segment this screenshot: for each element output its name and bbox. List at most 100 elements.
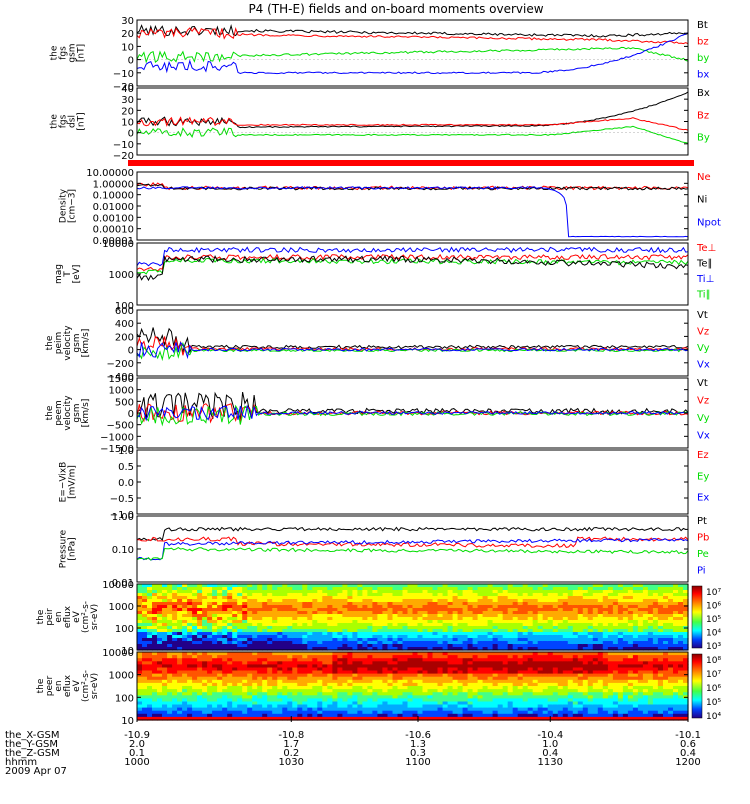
legend-entry: Vy (697, 343, 710, 354)
y-tick-label: 30 (121, 95, 134, 106)
legend-entry: Bz (697, 110, 709, 121)
y-tick-label: 200 (115, 332, 134, 343)
legend-entry: Ne (697, 172, 711, 183)
y-tick-label: 600 (115, 306, 134, 317)
y-tick-label: 10.00000 (86, 168, 134, 179)
legend-entry: Ex (697, 493, 709, 504)
spectrogram-cells (137, 584, 689, 651)
y-tick-label: 0.01000 (93, 202, 134, 213)
legend-entry: Vy (697, 413, 710, 424)
y-tick-label: 0 (128, 56, 134, 67)
y-tick-label: −0.5 (110, 494, 134, 505)
y-tick-label: 1.00000 (93, 179, 134, 190)
panel-frame (137, 20, 688, 86)
y-axis-label: [cm−3] (68, 189, 78, 223)
trace-temperature-black (137, 256, 688, 280)
legend-entry: Te∥ (696, 259, 713, 270)
y-tick-label: 0 (128, 409, 134, 420)
y-tick-label: 1500 (109, 374, 134, 385)
y-tick-label: 0.10000 (93, 191, 134, 202)
y-axis-label: [nT] (77, 44, 87, 62)
trace-fgs-gsm-green (137, 47, 688, 62)
legend-entry: Vt (697, 378, 708, 389)
y-tick-label: 0 (128, 346, 134, 357)
legend-entry: Vt (697, 310, 708, 321)
y-tick-label: 0.5 (118, 462, 134, 473)
y-axis-label: [km/s] (81, 399, 91, 428)
legend-entry: Ez (697, 450, 709, 461)
legend-entry: Vx (697, 360, 710, 371)
y-tick-label: 10000 (102, 239, 134, 250)
legend-entry: Bx (697, 88, 710, 99)
panel-frame (137, 450, 688, 514)
y-tick-label: 0.00010 (93, 225, 134, 236)
y-tick-label: 0 (128, 129, 134, 140)
y-axis-label: [nPa] (68, 537, 78, 560)
trace-fgs-dsl-green (137, 126, 688, 143)
y-tick-label: −1000 (100, 432, 134, 443)
y-tick-label: −10 (113, 140, 134, 151)
y-tick-label: 1.00 (112, 512, 134, 523)
y-tick-label: 500 (115, 397, 134, 408)
y-axis-label: [km/s] (81, 329, 91, 358)
y-tick-label: −200 (107, 359, 134, 370)
legend-entry: Bt (697, 20, 708, 31)
trace-pressure-black (137, 528, 688, 541)
y-axis-label: sr-eV) (90, 604, 100, 630)
legend-entry: Pt (697, 516, 707, 527)
legend-entry: Ni (697, 195, 707, 206)
legend-entry: Vz (697, 396, 709, 407)
y-tick-label: 0.0 (118, 478, 134, 489)
colorbar-tick-label: 10³ (706, 642, 721, 652)
y-tick-label: −500 (107, 421, 134, 432)
chart-title: P4 (TH-E) fields and on-board moments ov… (248, 2, 543, 16)
y-tick-label: −10 (113, 69, 134, 80)
panel-frame (137, 88, 688, 155)
y-tick-label: 1.0 (118, 446, 134, 457)
trace-fgs-dsl-red (137, 118, 688, 131)
legend-entry: Pe (697, 549, 709, 560)
panel-frame (137, 310, 688, 376)
spectrogram-cells (137, 652, 689, 721)
legend-entry: bx (697, 70, 709, 81)
colorbar-tick-label: 10⁴ (706, 629, 721, 639)
trace-ion-velocity-green (137, 343, 688, 359)
trace-temperature-green (137, 258, 688, 274)
y-tick-label: 20 (121, 106, 134, 117)
legend-entry: by (697, 53, 709, 64)
legend-entry: By (697, 133, 710, 144)
legend-entry: Ti⊥ (696, 274, 714, 285)
legend-entry: bz (697, 37, 709, 48)
y-tick-label: 1000 (109, 270, 134, 281)
trace-pressure-blue (137, 539, 688, 561)
legend-entry: Vz (697, 327, 709, 338)
y-tick-label: 30 (121, 16, 134, 27)
legend-entry: Ti∥ (696, 290, 711, 301)
y-tick-label: 10 (121, 118, 134, 129)
y-tick-label: 1000 (109, 602, 134, 613)
trace-fgs-gsm-red (137, 28, 688, 44)
y-tick-label: 20 (121, 29, 134, 40)
panel-frame (137, 516, 688, 582)
panel-frame (137, 172, 688, 240)
y-tick-label: 40 (121, 84, 134, 95)
legend-entry: Pb (697, 533, 709, 544)
colorbar-tick-label: 10⁶ (706, 602, 721, 612)
y-axis-label: [eV] (72, 265, 82, 284)
legend-entry: Npot (697, 217, 721, 228)
legend-entry: Ey (697, 471, 709, 482)
colorbar-tick-label: 10⁷ (706, 588, 721, 598)
y-axis-label: [mV/m] (68, 465, 78, 499)
colorbar-tick-label: 10⁵ (706, 615, 721, 625)
